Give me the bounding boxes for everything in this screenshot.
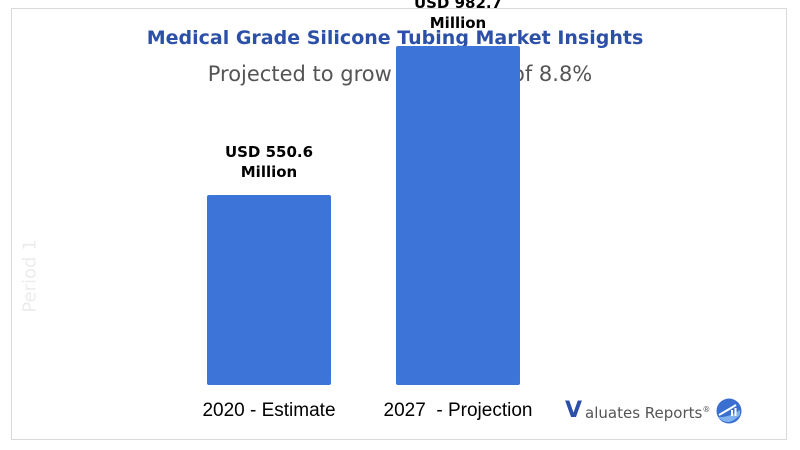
bar-value-label-2: USD 982.7 Million	[414, 0, 502, 32]
x-tick-label-1: 2020 - Estimate	[202, 400, 335, 421]
valuates-logo: V aluates Reports®	[565, 398, 742, 424]
bar-value-label-1: USD 550.6 Million	[225, 143, 313, 181]
bar-2	[396, 45, 520, 385]
logo-text: aluates Reports®	[585, 403, 711, 422]
chart-title: Medical Grade Silicone Tubing Market Ins…	[146, 27, 644, 49]
logo-mark: V	[565, 398, 583, 423]
chart-circle-icon	[716, 398, 742, 424]
bar-1	[207, 195, 331, 385]
x-tick-label-2: 2027 - Projection	[384, 400, 533, 421]
